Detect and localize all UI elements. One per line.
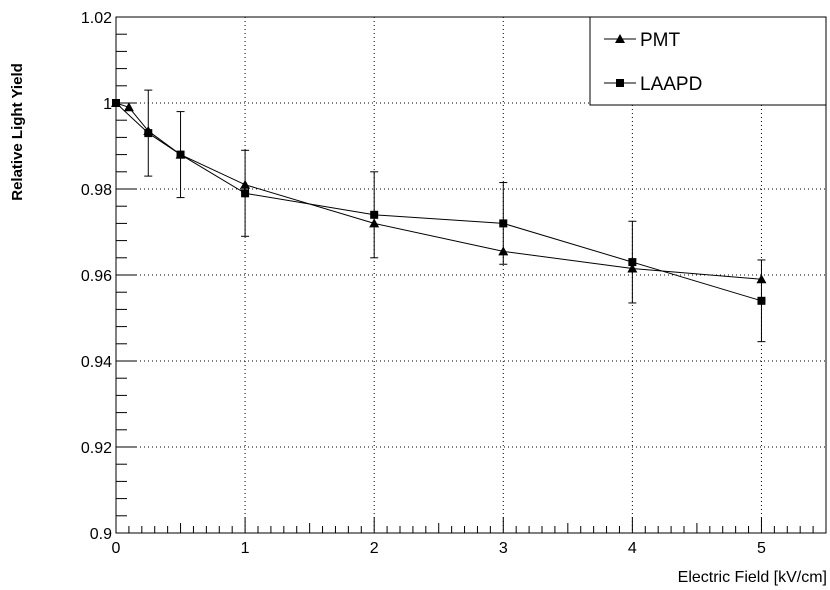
tick-labels: 0 1 2 3 4 5 0.9 0.92 0.94 0.96 0.98 1 1.02	[81, 10, 766, 557]
x-tick-label: 3	[499, 540, 508, 557]
pmt-line	[115, 102, 762, 280]
laapd-point	[176, 150, 185, 159]
laapd-point	[757, 296, 766, 305]
legend-label: PMT	[640, 30, 681, 51]
x-tick-label: 2	[370, 540, 379, 557]
y-tick-label: 0.96	[81, 268, 112, 285]
y-axis-label: Relative Light Yield	[9, 63, 26, 201]
legend-label: LAAPD	[640, 74, 702, 95]
x-tick-label: 1	[241, 540, 250, 557]
data-series	[111, 89, 767, 343]
laapd-point	[628, 258, 637, 267]
laapd-point	[112, 99, 120, 107]
legend-box	[589, 16, 827, 106]
y-tick-label: 0.9	[90, 526, 112, 543]
laapd-point	[241, 189, 250, 198]
axes	[115, 16, 827, 534]
pmt-point	[123, 102, 134, 112]
y-tick-label: 1.02	[81, 10, 112, 27]
laapd-line	[115, 102, 762, 302]
laapd-point	[144, 129, 153, 138]
legend: PMT LAAPD	[589, 16, 827, 106]
y-tick-label: 0.92	[81, 440, 112, 457]
y-tick-label: 1	[103, 96, 112, 113]
laapd-point	[499, 219, 508, 228]
y-tick-label: 0.94	[81, 354, 112, 371]
x-axis-label: Electric Field [kV/cm]	[678, 569, 827, 586]
legend-marker	[615, 34, 625, 43]
x-tick-label: 4	[628, 540, 637, 557]
laapd-point	[370, 210, 379, 219]
laapd-series	[112, 89, 766, 343]
pmt-series	[111, 98, 767, 284]
y-tick-label: 0.98	[81, 182, 112, 199]
legend-marker	[616, 79, 624, 87]
x-tick-label: 0	[112, 540, 121, 557]
x-tick-label: 5	[757, 540, 766, 557]
